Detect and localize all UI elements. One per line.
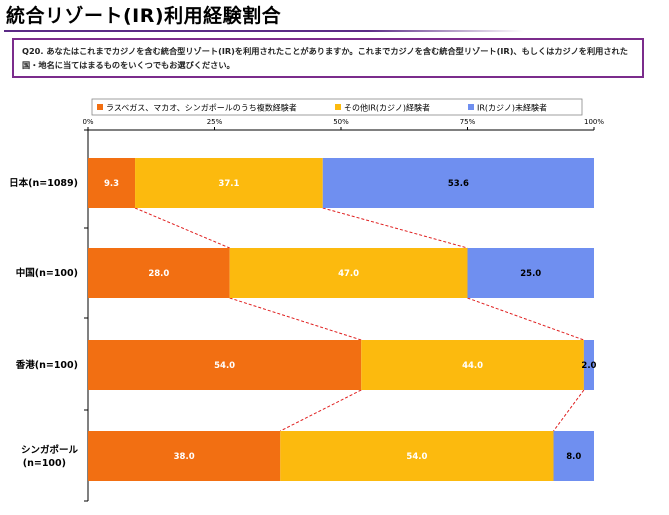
category-label: シンガポール(n=100) [21,444,79,469]
connector-line [229,297,362,341]
x-tick-label: 25% [207,118,223,126]
x-tick-label: 50% [333,118,349,126]
connector-line [134,207,230,249]
legend-label: その他IR(カジノ)経験者 [344,103,430,113]
connector-line [467,297,585,341]
legend-label: ラスベガス、マカオ、シンガポールのうち複数経験者 [106,103,297,113]
category-label: 香港(n=100) [15,359,78,371]
data-label: 53.6 [448,179,469,189]
category-label: 中国(n=100) [16,267,78,279]
bar-segment [583,340,594,390]
title-underline [4,30,524,32]
data-label: 37.1 [218,179,239,189]
bar-segment [553,431,594,481]
bar-segment [88,158,136,208]
bar-segment [88,340,362,390]
data-label: 54.0 [214,361,235,371]
data-label: 25.0 [520,269,541,279]
data-label: 47.0 [338,269,359,279]
category-label: 日本(n=1089) [9,177,78,189]
page-title: 統合リゾート(IR)利用経験割合 [6,5,282,27]
bar-segment [361,340,584,390]
bar-segment [229,248,468,298]
data-label: 2.0 [581,361,596,371]
data-label: 38.0 [174,452,195,462]
bars: 9.3 37.1 53.6 28.0 47.0 25.0 54.0 44.0 2.0 38.0 54… [88,158,597,481]
bar-segment [280,431,554,481]
x-tick-label: 0% [82,118,93,126]
x-tick-label: 100% [584,118,604,126]
row-labels: 日本(n=1089) 中国(n=100) 香港(n=100) シンガポール(n=100… [9,177,78,469]
connector-line [322,207,468,249]
chart-legend: ラスベガス、マカオ、シンガポールのうち複数経験者 その他IR(カジノ)経験者 IR(… [91,98,583,116]
data-label: 8.0 [566,452,581,462]
data-label: 54.0 [406,452,427,462]
bar-segment [135,158,323,208]
legend-swatch [335,104,341,110]
question-text: Q20. あなたはこれまでカジノを含む統合型リゾート(IR)を利用されたことがあ… [12,38,644,78]
data-label: 44.0 [462,361,483,371]
connector-line [553,389,585,432]
bar-segment [88,431,281,481]
legend-swatch [97,104,103,110]
x-tick-label: 75% [460,118,476,126]
bar-segment [88,248,230,298]
connector-line [280,389,362,432]
bar-segment [467,248,594,298]
bar-segment [322,158,594,208]
connector-lines [134,207,585,432]
data-label: 9.3 [104,179,119,189]
data-label: 28.0 [148,269,169,279]
legend-swatch [468,104,474,110]
legend-label: IR(カジノ)未経験者 [477,103,547,113]
